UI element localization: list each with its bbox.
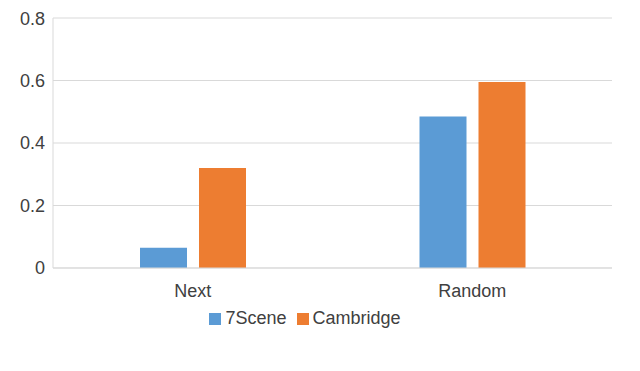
svg-text:0.6: 0.6: [20, 71, 45, 91]
html-text:Cambridge: Cambridge: [312, 308, 401, 328]
svg-text:0.8: 0.8: [20, 9, 45, 29]
svg-text:0.4: 0.4: [20, 133, 45, 153]
svg-text:0: 0: [35, 258, 45, 278]
html-text:7Scene: 7Scene: [225, 308, 287, 328]
svg-text:Next: Next: [174, 281, 211, 301]
svg-text:0.2: 0.2: [20, 196, 45, 216]
svg-text:Random: Random: [438, 281, 506, 301]
